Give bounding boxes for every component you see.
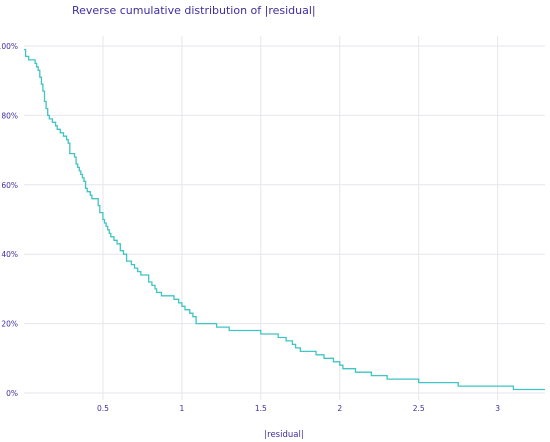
x-axis-label: |residual| bbox=[264, 430, 303, 440]
y-tick-label: 100% bbox=[0, 42, 18, 51]
y-tick-label: 80% bbox=[1, 111, 18, 120]
y-tick-label: 60% bbox=[1, 181, 18, 190]
x-tick-label: 2 bbox=[337, 404, 342, 413]
x-tick-label: 3 bbox=[495, 404, 500, 413]
y-tick-labels: 0% 20% 40% 60% 80% 100% bbox=[0, 42, 18, 398]
x-tick-label: 1.5 bbox=[255, 404, 267, 413]
y-tick-label: 20% bbox=[1, 320, 18, 329]
series-line bbox=[24, 48, 545, 391]
y-tick-label: 0% bbox=[6, 389, 18, 398]
x-tick-label: 0.5 bbox=[97, 404, 109, 413]
chart-title: Reverse cumulative distribution of |resi… bbox=[72, 4, 316, 17]
grid-lines bbox=[24, 36, 545, 400]
y-tick-label: 40% bbox=[1, 250, 18, 259]
x-tick-labels: 0.5 1 1.5 2 2.5 3 bbox=[97, 404, 500, 413]
x-tick-label: 2.5 bbox=[413, 404, 425, 413]
x-tick-label: 1 bbox=[179, 404, 184, 413]
